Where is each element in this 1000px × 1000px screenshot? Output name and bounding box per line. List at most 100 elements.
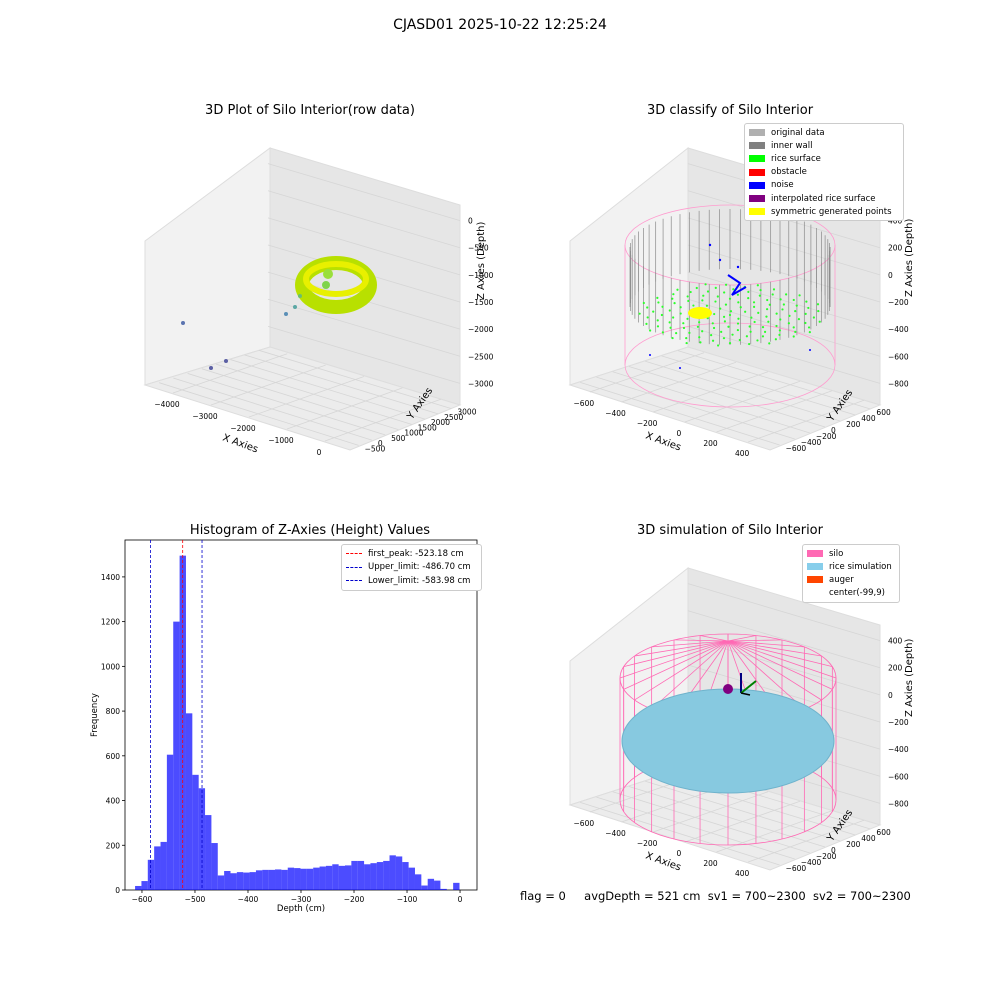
histogram-bar (287, 867, 295, 890)
legend-label: inner wall (771, 140, 813, 151)
z-tick-label: −600 (888, 772, 909, 781)
figure-title: CJASD01 2025-10-22 12:25:24 (393, 17, 607, 33)
legend-label: obstacle (771, 167, 807, 178)
z-tick-label: −3000 (468, 379, 494, 388)
rice-surface-points (638, 283, 821, 347)
histogram-bar (281, 869, 288, 890)
legend-item: inner wall (749, 139, 899, 152)
histogram-bar (230, 873, 237, 890)
y-tick-label: 0 (831, 846, 836, 855)
y-tick-label: 0 (115, 886, 120, 895)
classify-plot-title: 3D classify of Silo Interior (646, 103, 814, 118)
y-tick-label: 2000 (431, 418, 450, 427)
classify-3d-plot: X Axies Y Axies Z Axies (Depth) −600−400… (568, 146, 915, 458)
x-tick-label: 0 (458, 895, 463, 904)
histogram-bar (345, 865, 352, 890)
z-tick-label: −500 (468, 244, 489, 253)
legend-swatch (749, 129, 765, 137)
y-tick-label: 400 (106, 797, 121, 806)
histogram-bar (389, 855, 396, 890)
status-footer: flag = 0 avgDepth = 521 cm sv1 = 700~230… (520, 889, 911, 903)
z-tick-label: 0 (888, 691, 893, 700)
histogram-legend: first_peak: -523.18 cm Upper_limit: -486.… (341, 544, 482, 591)
x-tick-label: 0 (676, 429, 681, 438)
x-tick-label: −200 (637, 839, 658, 848)
legend-item: Upper_limit: -486.70 cm (346, 561, 477, 575)
x-tick-label: −100 (397, 895, 418, 904)
legend-item: interpolated rice surface (749, 192, 899, 205)
legend-label: rice simulation (829, 561, 892, 572)
z-tick-label: −400 (888, 325, 909, 334)
sv2-value: sv2 = 700~2300 (812, 889, 911, 903)
histogram-bar (135, 885, 142, 890)
histogram-bar (300, 868, 307, 890)
x-axis-label: Depth (cm) (277, 904, 325, 914)
z-tick-label: −2500 (468, 352, 494, 361)
symmetric-generated-points (688, 307, 712, 319)
z-axis-label: Z Axies (Depth) (476, 222, 487, 300)
histogram-bar (185, 713, 193, 890)
histogram-bar (211, 843, 218, 890)
histogram-title: Histogram of Z-Axies (Height) Values (189, 523, 431, 538)
legend-label: rice surface (771, 153, 821, 164)
histogram-bar (332, 864, 339, 890)
histogram-bar (236, 872, 244, 890)
legend-swatch (807, 550, 823, 558)
y-tick-label: 500 (391, 434, 406, 443)
z-tick-label: 0 (888, 271, 893, 280)
y-tick-label: −600 (786, 444, 807, 453)
legend-item: Lower_limit: -583.98 cm (346, 574, 477, 588)
histogram-bar (325, 865, 333, 890)
legend-item: original data (749, 126, 899, 139)
y-tick-label: 1000 (101, 662, 120, 671)
histogram-bar (173, 621, 180, 890)
x-tick-label: 200 (703, 439, 718, 448)
legend-label: first_peak: -523.18 cm (368, 548, 464, 559)
y-tick-label: 2500 (444, 413, 463, 422)
z-tick-label: 400 (888, 217, 903, 226)
histogram-bar (147, 859, 155, 890)
legend-swatch (807, 563, 823, 571)
classify-legend: original data inner wall rice surface obsta… (744, 123, 904, 222)
noise-points (649, 243, 811, 369)
histogram-bar (160, 841, 167, 890)
histogram-bar (166, 754, 174, 890)
legend-swatch (346, 553, 362, 555)
x-tick-label: −500 (185, 895, 206, 904)
histogram-bar (427, 878, 435, 890)
y-tick-label: 1000 (404, 429, 423, 438)
legend-item: noise (749, 179, 899, 192)
histogram-bar (294, 868, 301, 890)
histogram-bar (262, 869, 269, 890)
x-tick-label: −4000 (154, 400, 180, 409)
histogram-bar (243, 872, 250, 890)
x-tick-label: −200 (344, 895, 365, 904)
y-tick-label: 1500 (418, 423, 437, 432)
legend-swatch (749, 208, 765, 216)
x-axis-label: X Axies (221, 432, 259, 455)
z-tick-label: 200 (888, 664, 903, 673)
y-tick-label: −200 (816, 432, 837, 441)
z-tick-label: −1500 (468, 298, 494, 307)
rice-ring-cluster (295, 256, 377, 314)
histogram-bar (414, 874, 422, 890)
legend-label: interpolated rice surface (771, 193, 876, 204)
x-tick-label: −3000 (192, 412, 218, 421)
y-tick-label: 200 (846, 420, 861, 429)
y-tick-label: −500 (365, 444, 386, 453)
y-tick-label: −600 (786, 864, 807, 873)
z-tick-label: −2000 (468, 325, 494, 334)
z-tick-label: 0 (468, 217, 473, 226)
legend-swatch (749, 181, 765, 189)
histogram-bar (364, 864, 371, 890)
legend-label: Upper_limit: -486.70 cm (368, 562, 471, 573)
legend-label: center(-99,9) (829, 588, 885, 599)
legend-label: original data (771, 127, 825, 138)
histogram-bar (205, 815, 212, 890)
y-tick-label: 0 (831, 426, 836, 435)
histogram-bar (192, 774, 199, 890)
y-tick-label: 800 (106, 707, 121, 716)
z-axis-label: Z Axies (Depth) (904, 219, 915, 297)
legend-label: symmetric generated points (771, 206, 892, 217)
legend-swatch (749, 168, 765, 176)
